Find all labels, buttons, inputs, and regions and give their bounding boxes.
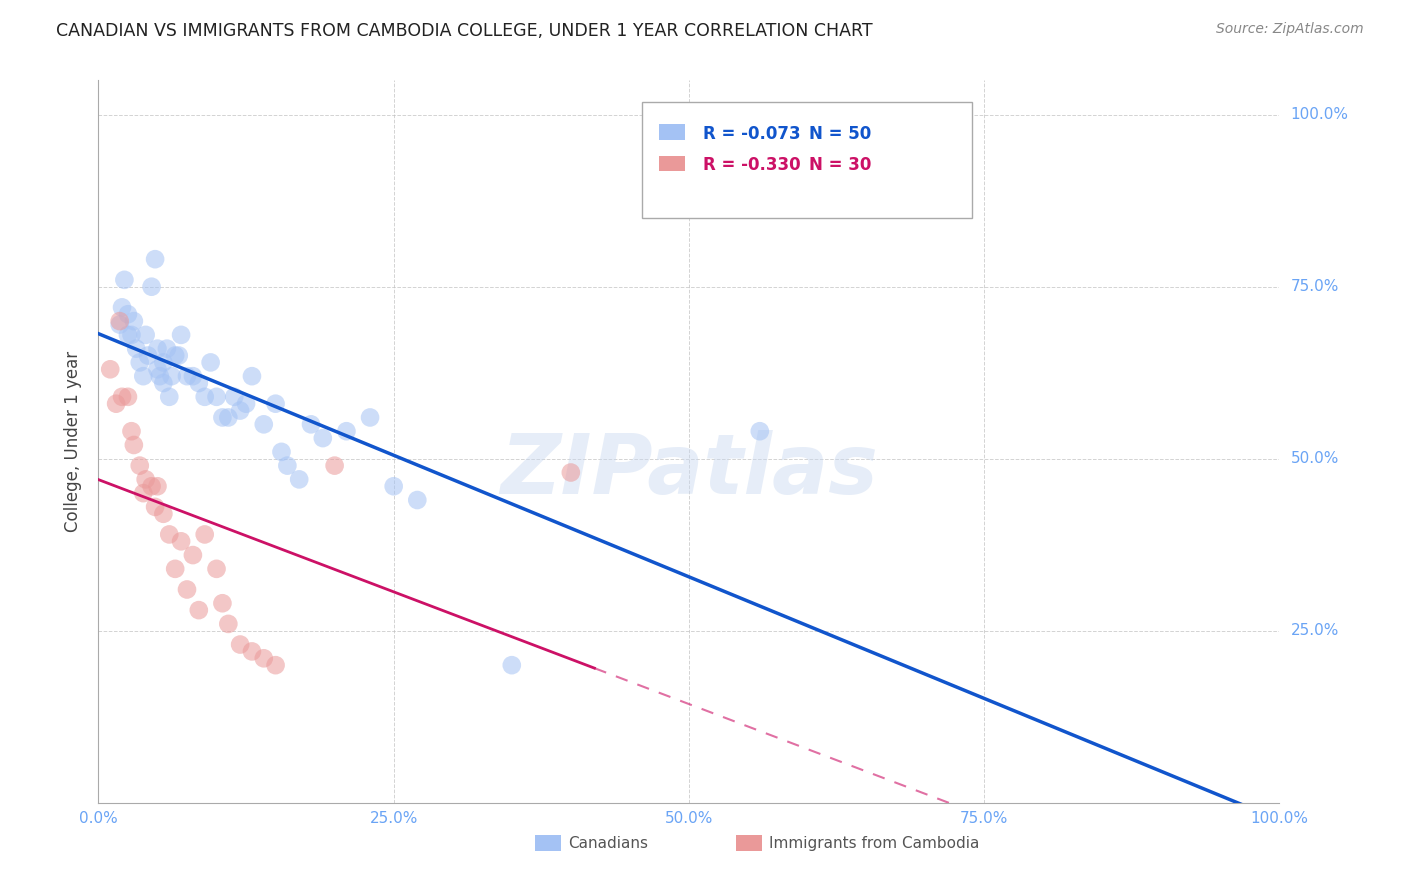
Point	[125, 342, 148, 356]
Point	[200, 355, 222, 369]
Point	[211, 410, 233, 425]
Point	[253, 651, 276, 665]
FancyBboxPatch shape	[659, 155, 685, 170]
Point	[112, 273, 135, 287]
Point	[117, 390, 139, 404]
Point	[211, 596, 233, 610]
Point	[205, 390, 228, 404]
Text: R = -0.330: R = -0.330	[703, 156, 801, 174]
Point	[149, 369, 172, 384]
Text: 75.0%: 75.0%	[1291, 279, 1339, 294]
Point	[253, 417, 276, 432]
Point	[170, 534, 193, 549]
Point	[128, 458, 150, 473]
Text: ZIPatlas: ZIPatlas	[501, 430, 877, 511]
Point	[136, 349, 159, 363]
Point	[121, 327, 143, 342]
Point	[224, 390, 246, 404]
Text: 100.0%: 100.0%	[1291, 107, 1348, 122]
Text: Immigrants from Cambodia: Immigrants from Cambodia	[769, 836, 980, 851]
Point	[135, 327, 157, 342]
Point	[240, 369, 263, 384]
Y-axis label: College, Under 1 year: College, Under 1 year	[65, 351, 83, 533]
Text: N = 50: N = 50	[810, 125, 872, 143]
Point	[160, 369, 183, 384]
Point	[156, 342, 179, 356]
Text: Source: ZipAtlas.com: Source: ZipAtlas.com	[1216, 22, 1364, 37]
Point	[122, 438, 145, 452]
Point	[143, 500, 166, 514]
Point	[165, 349, 187, 363]
Point	[181, 369, 204, 384]
Point	[170, 327, 193, 342]
Point	[143, 252, 166, 267]
Point	[117, 307, 139, 321]
Point	[121, 424, 143, 438]
Point	[187, 603, 209, 617]
Point	[299, 417, 322, 432]
Point	[128, 355, 150, 369]
Text: Canadians: Canadians	[568, 836, 648, 851]
Point	[181, 548, 204, 562]
Point	[264, 397, 287, 411]
Point	[217, 616, 239, 631]
Point	[229, 638, 252, 652]
Point	[335, 424, 357, 438]
FancyBboxPatch shape	[641, 102, 973, 218]
Point	[406, 493, 429, 508]
Point	[157, 390, 180, 404]
Point	[560, 466, 582, 480]
Point	[167, 349, 190, 363]
Point	[270, 445, 292, 459]
Point	[152, 507, 174, 521]
Text: R = -0.073: R = -0.073	[703, 125, 801, 143]
Point	[152, 376, 174, 390]
Point	[132, 369, 155, 384]
Point	[748, 424, 770, 438]
Point	[382, 479, 405, 493]
FancyBboxPatch shape	[737, 835, 762, 851]
Point	[359, 410, 381, 425]
Point	[194, 390, 217, 404]
Point	[240, 644, 263, 658]
Point	[264, 658, 287, 673]
Point	[501, 658, 523, 673]
Point	[98, 362, 121, 376]
Point	[111, 301, 134, 315]
Point	[141, 479, 163, 493]
Point	[157, 527, 180, 541]
Point	[235, 397, 257, 411]
Point	[132, 486, 155, 500]
Text: CANADIAN VS IMMIGRANTS FROM CAMBODIA COLLEGE, UNDER 1 YEAR CORRELATION CHART: CANADIAN VS IMMIGRANTS FROM CAMBODIA COL…	[56, 22, 873, 40]
FancyBboxPatch shape	[536, 835, 561, 851]
Point	[111, 390, 134, 404]
Text: N = 30: N = 30	[810, 156, 872, 174]
Point	[217, 410, 239, 425]
Text: 50.0%: 50.0%	[1291, 451, 1339, 467]
Point	[108, 318, 131, 332]
Point	[288, 472, 311, 486]
Point	[205, 562, 228, 576]
Point	[165, 562, 187, 576]
Point	[117, 327, 139, 342]
Point	[152, 355, 174, 369]
Point	[146, 342, 169, 356]
Point	[122, 314, 145, 328]
Point	[108, 314, 131, 328]
Point	[176, 582, 198, 597]
Point	[194, 527, 217, 541]
Point	[146, 362, 169, 376]
FancyBboxPatch shape	[659, 125, 685, 139]
Point	[105, 397, 128, 411]
Point	[135, 472, 157, 486]
Point	[276, 458, 298, 473]
Point	[141, 279, 163, 293]
Point	[229, 403, 252, 417]
Point	[323, 458, 346, 473]
Text: 25.0%: 25.0%	[1291, 624, 1339, 639]
Point	[187, 376, 209, 390]
Point	[146, 479, 169, 493]
Point	[312, 431, 335, 445]
Point	[176, 369, 198, 384]
